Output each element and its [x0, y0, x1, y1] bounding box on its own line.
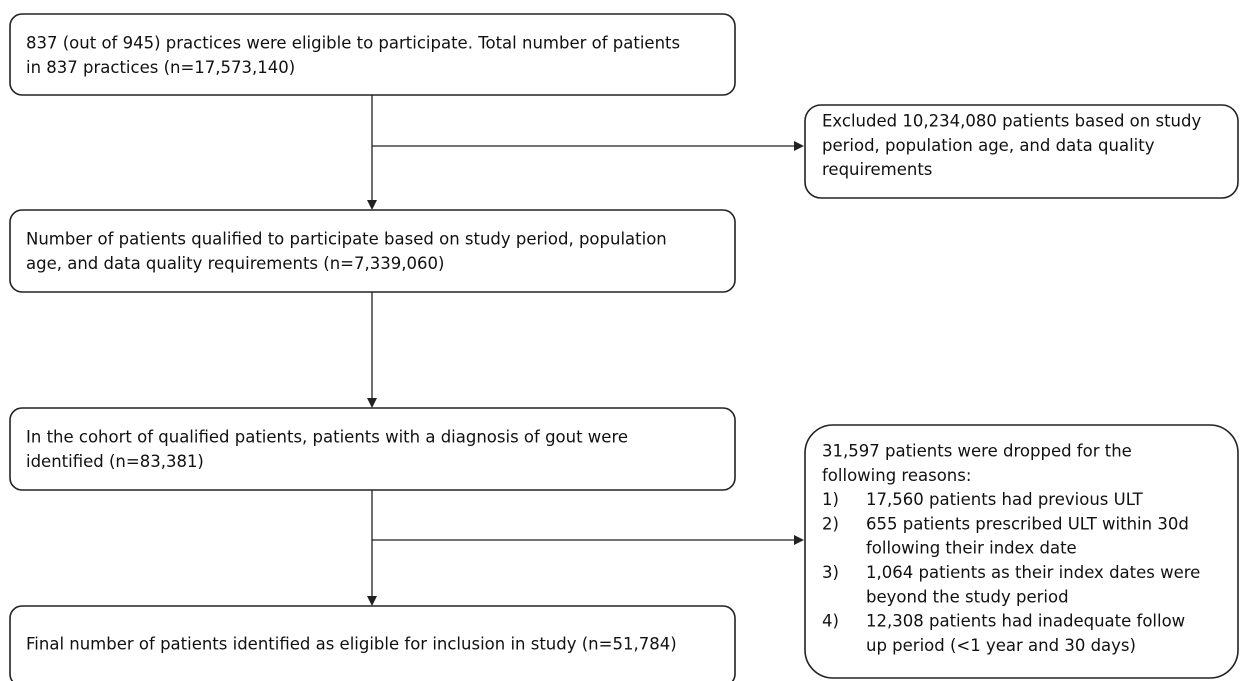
- node-text: 837 (out of 945) practices were eligible…: [26, 34, 680, 53]
- connectors: [367, 95, 804, 606]
- node-text: In the cohort of qualified patients, pat…: [26, 428, 628, 447]
- list-text: up period (<1 year and 30 days): [866, 636, 1136, 655]
- list-text: 17,560 patients had previous ULT: [866, 490, 1144, 509]
- list-marker: 3): [822, 563, 839, 582]
- box: [9, 407, 736, 491]
- node-text: 31,597 patients were dropped for the: [822, 442, 1132, 461]
- arrowhead: [367, 596, 377, 606]
- box: [804, 424, 1239, 679]
- box: [804, 104, 1239, 199]
- node-text: identified (n=83,381): [26, 452, 204, 471]
- box: [9, 605, 736, 681]
- node-text: Excluded 10,234,080 patients based on st…: [822, 112, 1201, 131]
- node-text: period, population age, and data quality: [822, 136, 1155, 155]
- texts: 837 (out of 945) practices were eligible…: [26, 34, 1201, 655]
- arrowhead: [794, 141, 804, 151]
- list-marker: 4): [822, 612, 839, 631]
- box: [9, 13, 736, 96]
- list-text: 12,308 patients had inadequate follow: [866, 612, 1185, 631]
- node-text: Number of patients qualified to particip…: [26, 230, 667, 249]
- node-text: Final number of patients identified as e…: [26, 635, 677, 654]
- node-text: following reasons:: [822, 466, 971, 485]
- node-text: requirements: [822, 160, 932, 179]
- box: [9, 209, 736, 293]
- list-text: 655 patients prescribed ULT within 30d: [866, 514, 1189, 533]
- arrowhead: [367, 200, 377, 210]
- list-text: 1,064 patients as their index dates were: [866, 563, 1200, 582]
- node-text: in 837 practices (n=17,573,140): [26, 58, 295, 77]
- list-text: following their index date: [866, 539, 1077, 558]
- arrowhead: [794, 535, 804, 545]
- arrowhead: [367, 398, 377, 408]
- list-text: beyond the study period: [866, 587, 1069, 606]
- list-marker: 1): [822, 490, 839, 509]
- list-marker: 2): [822, 514, 839, 533]
- node-text: age, and data quality requirements (n=7,…: [26, 254, 444, 273]
